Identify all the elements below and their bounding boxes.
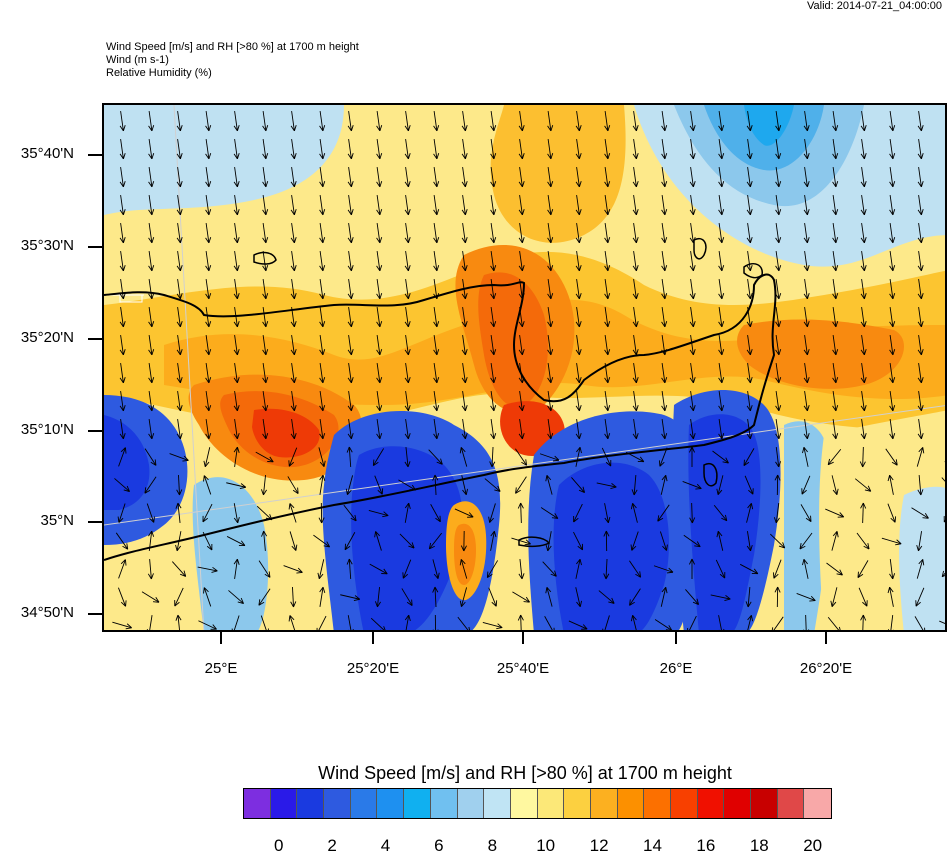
colorbar-label: 6 xyxy=(434,836,443,856)
colorbar-swatch xyxy=(244,789,271,818)
colorbar-label: 12 xyxy=(590,836,609,856)
wind-arrow-head xyxy=(773,572,774,578)
wind-arrow-head xyxy=(719,630,723,632)
lon-label-25-20: 25°20'E xyxy=(347,660,399,677)
lon-label-25: 25°E xyxy=(205,660,238,677)
colorbar-swatch xyxy=(671,789,698,818)
colorbar-swatch xyxy=(351,789,378,818)
lat-label-34-50: 34°50'N xyxy=(0,604,74,621)
colorbar-label: 16 xyxy=(696,836,715,856)
wind-arrow-head xyxy=(380,630,386,632)
lat-label-35-10: 35°10'N xyxy=(0,421,74,438)
wind-arrow-head xyxy=(126,600,127,606)
lon-tick xyxy=(825,632,827,644)
colorbar-label: 0 xyxy=(274,836,283,856)
wind-arrow-head xyxy=(835,630,840,632)
colorbar-swatch xyxy=(751,789,778,818)
lon-tick xyxy=(675,632,677,644)
wind-speed-map xyxy=(102,103,947,632)
wind-arrow-head xyxy=(465,630,470,632)
header-title: Wind Speed [m/s] and RH [>80 %] at 1700 … xyxy=(106,41,359,54)
wind-arrow-head xyxy=(348,630,352,632)
wind-arrow-head xyxy=(524,602,530,603)
lon-label-26: 26°E xyxy=(660,660,693,677)
wind-arrow-head xyxy=(809,601,815,602)
wind-arrow-head xyxy=(487,572,488,578)
header-wind: Wind (m s-1) xyxy=(106,54,359,67)
colorbar-title: Wind Speed [m/s] and RH [>80 %] at 1700 … xyxy=(0,763,948,784)
map-header: Wind Speed [m/s] and RH [>80 %] at 1700 … xyxy=(106,41,359,80)
lat-label-35: 35°N xyxy=(0,512,74,529)
wind-arrow-head xyxy=(920,630,925,632)
lat-label-35-20: 35°20'N xyxy=(0,329,74,346)
lon-label-26-20: 26°20'E xyxy=(800,660,852,677)
colorbar-swatch xyxy=(324,789,351,818)
wind-arrow-head xyxy=(549,630,554,632)
colorbar-swatch xyxy=(591,789,618,818)
colorbar-swatch xyxy=(511,789,538,818)
colorbar-swatch xyxy=(271,789,298,818)
wind-arrow-head xyxy=(125,448,126,454)
wind-arrow-head xyxy=(804,630,807,632)
colorbar-swatch xyxy=(377,789,404,818)
colorbar-label: 18 xyxy=(750,836,769,856)
colorbar-swatch xyxy=(564,789,591,818)
colorbar-label: 8 xyxy=(488,836,497,856)
header-rh: Relative Humidity (%) xyxy=(106,67,359,80)
wind-arrow-head xyxy=(298,488,299,494)
wind-arrow-head xyxy=(125,560,126,566)
colorbar-swatch xyxy=(431,789,458,818)
wind-arrow-head xyxy=(412,600,413,606)
colorbar-label: 14 xyxy=(643,836,662,856)
wind-arrow-head xyxy=(317,630,322,632)
colorbar-swatch xyxy=(484,789,511,818)
colorbar-label: 2 xyxy=(327,836,336,856)
wind-arrow-head xyxy=(945,461,947,467)
colorbar-swatch xyxy=(404,789,431,818)
colorbar-swatch xyxy=(698,789,725,818)
wind-arrow-head xyxy=(946,531,947,536)
lat-label-35-30: 35°30'N xyxy=(0,237,74,254)
wind-arrow-head xyxy=(688,630,693,632)
lon-tick xyxy=(372,632,374,644)
wind-arrow-head xyxy=(604,630,608,632)
colorbar-swatch xyxy=(644,789,671,818)
lat-tick xyxy=(88,154,102,156)
wind-arrow-head xyxy=(410,490,416,491)
wind-arrow-head xyxy=(373,460,374,466)
wind-arrow xyxy=(946,587,947,606)
map-canvas xyxy=(104,105,947,632)
colorbar-label: 10 xyxy=(536,836,555,856)
wind-arrow-head xyxy=(233,630,237,632)
wind-arrow-head xyxy=(895,516,896,522)
colorbar-swatch xyxy=(458,789,485,818)
wind-arrow-head xyxy=(182,460,188,461)
wind-arrow-head xyxy=(772,630,777,632)
wind-arrow-head xyxy=(149,630,152,632)
lon-tick xyxy=(220,632,222,644)
colorbar-swatch xyxy=(618,789,645,818)
wind-arrow-head xyxy=(264,630,268,632)
wind-arrow-head xyxy=(890,630,893,632)
colorbar-label: 20 xyxy=(803,836,822,856)
lat-tick xyxy=(88,430,102,432)
wind-arrow-head xyxy=(695,489,701,490)
valid-time: Valid: 2014-07-21_04:00:00 xyxy=(807,0,942,12)
lat-tick xyxy=(88,521,102,523)
lat-tick xyxy=(88,613,102,615)
colorbar-swatch xyxy=(804,789,831,818)
colorbar-label: 4 xyxy=(381,836,390,856)
colorbar-swatch xyxy=(778,789,805,818)
colorbar xyxy=(243,788,832,819)
colorbar-swatch xyxy=(724,789,751,818)
wind-arrow-head xyxy=(659,460,660,466)
lat-label-35-40: 35°40'N xyxy=(0,145,74,162)
lat-tick xyxy=(88,338,102,340)
lat-tick xyxy=(88,246,102,248)
colorbar-swatch xyxy=(297,789,324,818)
colorbar-swatch xyxy=(538,789,565,818)
lon-tick xyxy=(522,632,524,644)
wind-arrow-head xyxy=(296,572,302,573)
lon-label-25-40: 25°40'E xyxy=(497,660,549,677)
